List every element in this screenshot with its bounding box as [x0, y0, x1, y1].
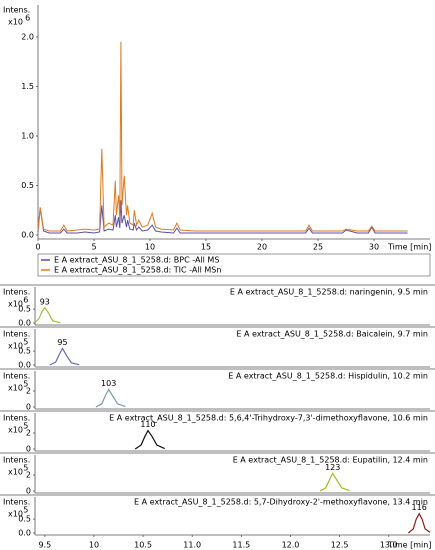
y-scale-label: x10 — [8, 342, 23, 351]
y-axis-label: Intens. — [3, 6, 30, 15]
y-scale-label: x10 — [8, 300, 23, 309]
x-tick-label: 0 — [35, 243, 40, 252]
x-tick-label: 30 — [369, 243, 379, 252]
panel-title: E A extract_ASU_8_1_5258.d: Hispidulin, … — [228, 372, 428, 381]
y-tick-label: 0.5 — [18, 347, 31, 356]
x-tick-label: 15 — [201, 243, 211, 252]
y-scale-label: x10 — [8, 18, 23, 27]
y-tick-label: 0 — [26, 487, 31, 496]
x-tick-label: 11.0 — [183, 541, 201, 550]
y-tick-label: 0.5 — [21, 181, 34, 190]
y-tick-label: 2 — [26, 387, 31, 396]
peak-line — [134, 429, 165, 450]
x-tick-label: 9.5 — [38, 541, 51, 550]
panel-title: E A extract_ASU_8_1_5258.d: Eupatilin, 1… — [233, 456, 428, 465]
peak-line — [319, 472, 350, 492]
x-tick-label: 5 — [91, 243, 96, 252]
panel-title: E A extract_ASU_8_1_5258.d: Baicalein, 9… — [236, 330, 428, 339]
peak-line — [49, 347, 80, 366]
y-tick-label: 2 — [26, 429, 31, 438]
y-axis-label: Intens. — [3, 330, 30, 339]
y-tick-label: 0.5 — [18, 305, 31, 314]
y-tick-label: 1.0 — [21, 131, 34, 140]
y-axis-label: Intens. — [3, 372, 30, 381]
y-scale-label: x10 — [8, 468, 23, 477]
y-scale-exponent: 5 — [23, 338, 28, 347]
x-tick-label: 11.5 — [232, 541, 250, 550]
legend-label: E A extract_ASU_8_1_5258.d: TIC -All MSn — [54, 266, 221, 275]
y-tick-label: 0 — [26, 445, 31, 454]
x-tick-label: 10 — [89, 541, 99, 550]
peak-label: 123 — [325, 463, 340, 472]
x-tick-label: 13.0 — [380, 541, 398, 550]
y-scale-exponent: 5 — [23, 506, 28, 515]
x-tick-label: 25 — [313, 243, 323, 252]
y-tick-label: 0 — [26, 403, 31, 412]
peak-label: 95 — [57, 338, 67, 347]
panel-title: E A extract_ASU_8_1_5258.d: 5,7-Dihydrox… — [134, 498, 428, 507]
x-tick-label: 20 — [257, 243, 267, 252]
x-tick-label: 10 — [145, 243, 155, 252]
panel-title: E A extract_ASU_8_1_5258.d: naringenin, … — [230, 288, 428, 297]
peak-label: 110 — [140, 420, 155, 429]
y-scale-label: x10 — [8, 510, 23, 519]
y-scale-exponent: 6 — [23, 296, 28, 305]
peak-line — [95, 388, 126, 408]
y-scale-exponent: 5 — [23, 464, 28, 473]
x-tick-label: 12.5 — [331, 541, 349, 550]
x-axis-label: Time [min] — [387, 541, 431, 550]
y-tick-label: 0.0 — [18, 319, 31, 328]
series-line — [37, 200, 408, 234]
legend-box — [37, 253, 431, 277]
y-scale-exponent: 6 — [25, 14, 30, 23]
y-axis-label: Intens. — [3, 288, 30, 297]
peak-line — [408, 512, 431, 534]
y-tick-label: 0.0 — [18, 361, 31, 370]
peak-label: 93 — [40, 297, 50, 306]
y-tick-label: 0.0 — [21, 231, 34, 240]
x-tick-label: 12.0 — [282, 541, 300, 550]
y-tick-label: 0.0 — [18, 529, 31, 538]
peak-line — [34, 306, 61, 324]
y-scale-label: x10 — [8, 426, 23, 435]
peak-label: 103 — [101, 379, 116, 388]
y-tick-label: 2 — [26, 471, 31, 480]
y-tick-label: 1.5 — [21, 82, 34, 91]
panel-title: E A extract_ASU_8_1_5258.d: 5,6,4'-Trihy… — [109, 414, 428, 423]
y-axis-label: Intens. — [3, 456, 30, 465]
y-tick-label: 2.0 — [21, 32, 34, 41]
series-line — [37, 41, 408, 232]
y-axis-label: Intens. — [3, 414, 30, 423]
y-scale-exponent: 5 — [23, 422, 28, 431]
peak-label: 116 — [412, 503, 427, 512]
x-tick-label: 10.5 — [134, 541, 152, 550]
y-axis-label: Intens. — [3, 498, 30, 507]
y-tick-label: 0.5 — [18, 515, 31, 524]
legend-label: E A extract_ASU_8_1_5258.d: BPC -All MS — [54, 256, 219, 265]
x-axis-label: Time [min] — [387, 243, 431, 252]
y-scale-label: x10 — [8, 384, 23, 393]
y-scale-exponent: 5 — [23, 380, 28, 389]
